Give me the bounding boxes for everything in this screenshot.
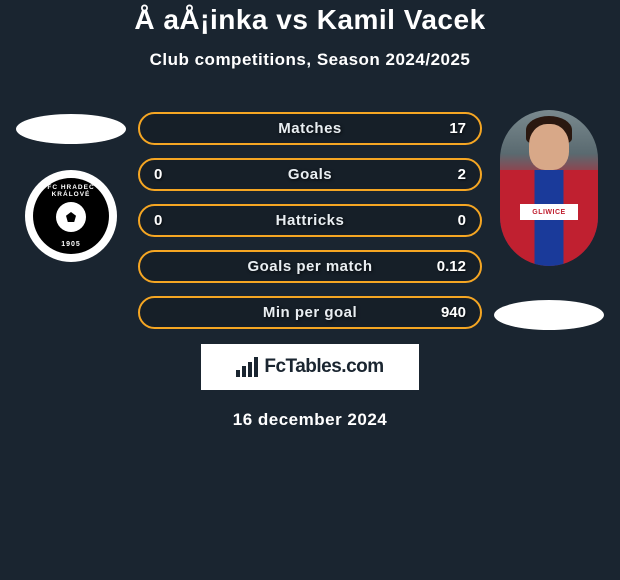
stat-right-value: 17 bbox=[430, 120, 466, 137]
stat-row-goals: 0 Goals 2 bbox=[138, 158, 482, 191]
stat-right-value: 0 bbox=[430, 212, 466, 229]
player2-photo: GLIWICE bbox=[500, 110, 598, 266]
player1-photo-placeholder bbox=[16, 114, 126, 144]
stat-row-goals-per-match: Goals per match 0.12 bbox=[138, 250, 482, 283]
subtitle: Club competitions, Season 2024/2025 bbox=[0, 50, 620, 70]
stat-left-value: 0 bbox=[154, 212, 190, 229]
stat-row-matches: Matches 17 bbox=[138, 112, 482, 145]
player1-club-logo: FC HRADEC KRÁLOVÉ 1905 bbox=[25, 170, 117, 262]
stat-label: Hattricks bbox=[276, 212, 345, 229]
stat-label: Goals per match bbox=[247, 258, 372, 275]
date-label: 16 december 2024 bbox=[0, 410, 620, 430]
stat-row-hattricks: 0 Hattricks 0 bbox=[138, 204, 482, 237]
fctables-label: FcTables.com bbox=[264, 356, 383, 378]
bar-chart-icon bbox=[236, 357, 258, 377]
club-logo-text-top: FC HRADEC KRÁLOVÉ bbox=[33, 184, 109, 198]
fctables-watermark: FcTables.com bbox=[201, 344, 419, 390]
stat-right-value: 940 bbox=[430, 304, 466, 321]
club-logo-ball-icon bbox=[56, 202, 86, 232]
comparison-card: Å aÅ¡inka vs Kamil Vacek Club competitio… bbox=[0, 0, 620, 430]
player2-sponsor-label: GLIWICE bbox=[520, 204, 578, 220]
page-title: Å aÅ¡inka vs Kamil Vacek bbox=[0, 4, 620, 36]
stat-label: Goals bbox=[288, 166, 332, 183]
stat-row-min-per-goal: Min per goal 940 bbox=[138, 296, 482, 329]
stat-left-value: 0 bbox=[154, 166, 190, 183]
stat-right-value: 0.12 bbox=[430, 258, 466, 275]
right-player-column: GLIWICE bbox=[494, 106, 604, 330]
player2-club-logo-placeholder bbox=[494, 300, 604, 330]
stat-label: Matches bbox=[278, 120, 342, 137]
stats-column: Matches 17 0 Goals 2 0 Hattricks 0 Goals… bbox=[138, 106, 482, 329]
stat-right-value: 2 bbox=[430, 166, 466, 183]
left-player-column: FC HRADEC KRÁLOVÉ 1905 bbox=[16, 106, 126, 262]
club-logo-year: 1905 bbox=[33, 241, 109, 248]
main-row: FC HRADEC KRÁLOVÉ 1905 Matches 17 0 Goal… bbox=[0, 106, 620, 330]
stat-label: Min per goal bbox=[263, 304, 357, 321]
